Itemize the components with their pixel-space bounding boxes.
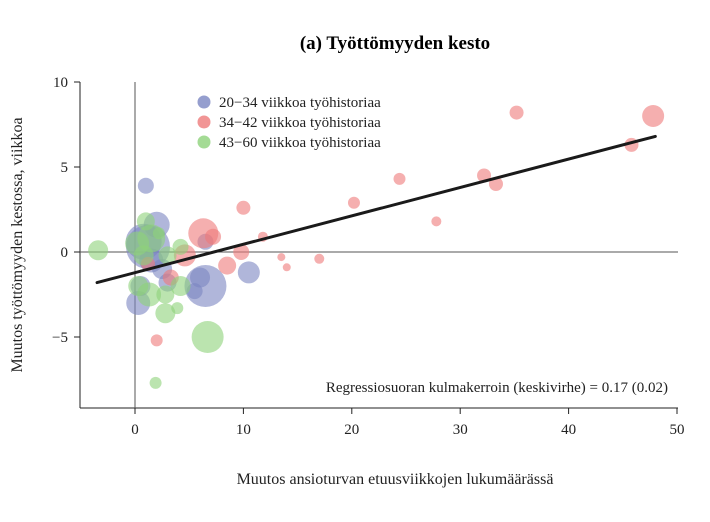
x-tick-label: 20: [344, 422, 359, 438]
data-point: [186, 283, 203, 300]
y-tick-label: 10: [53, 75, 68, 91]
data-point: [236, 200, 251, 215]
legend-marker: [197, 135, 211, 149]
data-point: [152, 227, 165, 240]
data-point: [149, 376, 162, 389]
data-point: [642, 105, 665, 127]
regression-annotation: Regressiosuoran kulmakerroin (keskivirhe…: [326, 380, 668, 396]
legend-marker: [197, 115, 211, 129]
y-tick-label: −5: [52, 330, 68, 346]
data-point: [282, 263, 291, 272]
x-tick-label: 40: [561, 422, 576, 438]
data-point: [190, 267, 211, 288]
data-point: [431, 216, 442, 227]
data-point: [171, 302, 184, 315]
data-point: [205, 228, 222, 245]
regression-line-group: [95, 134, 657, 285]
data-point: [237, 261, 260, 284]
chart-title: (a) Työttömyyden kesto: [300, 33, 490, 54]
data-point: [509, 105, 524, 120]
data-point: [170, 276, 191, 296]
legend-label: 43−60 viikkoa työhistoriaa: [219, 135, 381, 151]
legend-label: 20−34 viikkoa työhistoriaa: [219, 95, 381, 111]
y-axis-label: Muutos työttömyyden kestossa, viikkoa: [9, 117, 26, 372]
series-2: [141, 105, 665, 347]
series-3: [88, 212, 224, 389]
data-point: [156, 285, 175, 304]
data-point: [233, 244, 250, 260]
legend-label: 34−42 viikkoa työhistoriaa: [219, 115, 381, 131]
data-point: [347, 196, 360, 209]
data-point: [133, 245, 154, 266]
data-points: [88, 105, 665, 389]
y-tick-label: 0: [61, 245, 69, 261]
data-point: [88, 240, 109, 261]
legend-marker: [197, 95, 211, 109]
data-point: [172, 238, 189, 255]
legend: 20−34 viikkoa työhistoriaa 34−42 viikkoa …: [197, 95, 381, 151]
data-point: [137, 282, 162, 307]
regression-line: [95, 134, 657, 285]
data-point: [393, 172, 406, 185]
data-point: [218, 256, 237, 275]
x-tick-label: 50: [670, 422, 685, 438]
x-tick-label: 30: [453, 422, 468, 438]
data-point: [137, 177, 154, 194]
y-tick-label: 5: [61, 160, 69, 176]
x-axis-label: Muutos ansioturvan etuusviikkojen lukumä…: [237, 471, 554, 488]
data-point: [150, 334, 163, 347]
data-point: [314, 253, 325, 264]
x-tick-label: 0: [131, 422, 139, 438]
data-point: [155, 303, 176, 324]
data-point: [158, 246, 177, 265]
x-tick-label: 10: [236, 422, 251, 438]
data-point: [277, 253, 286, 262]
data-point: [191, 321, 224, 353]
